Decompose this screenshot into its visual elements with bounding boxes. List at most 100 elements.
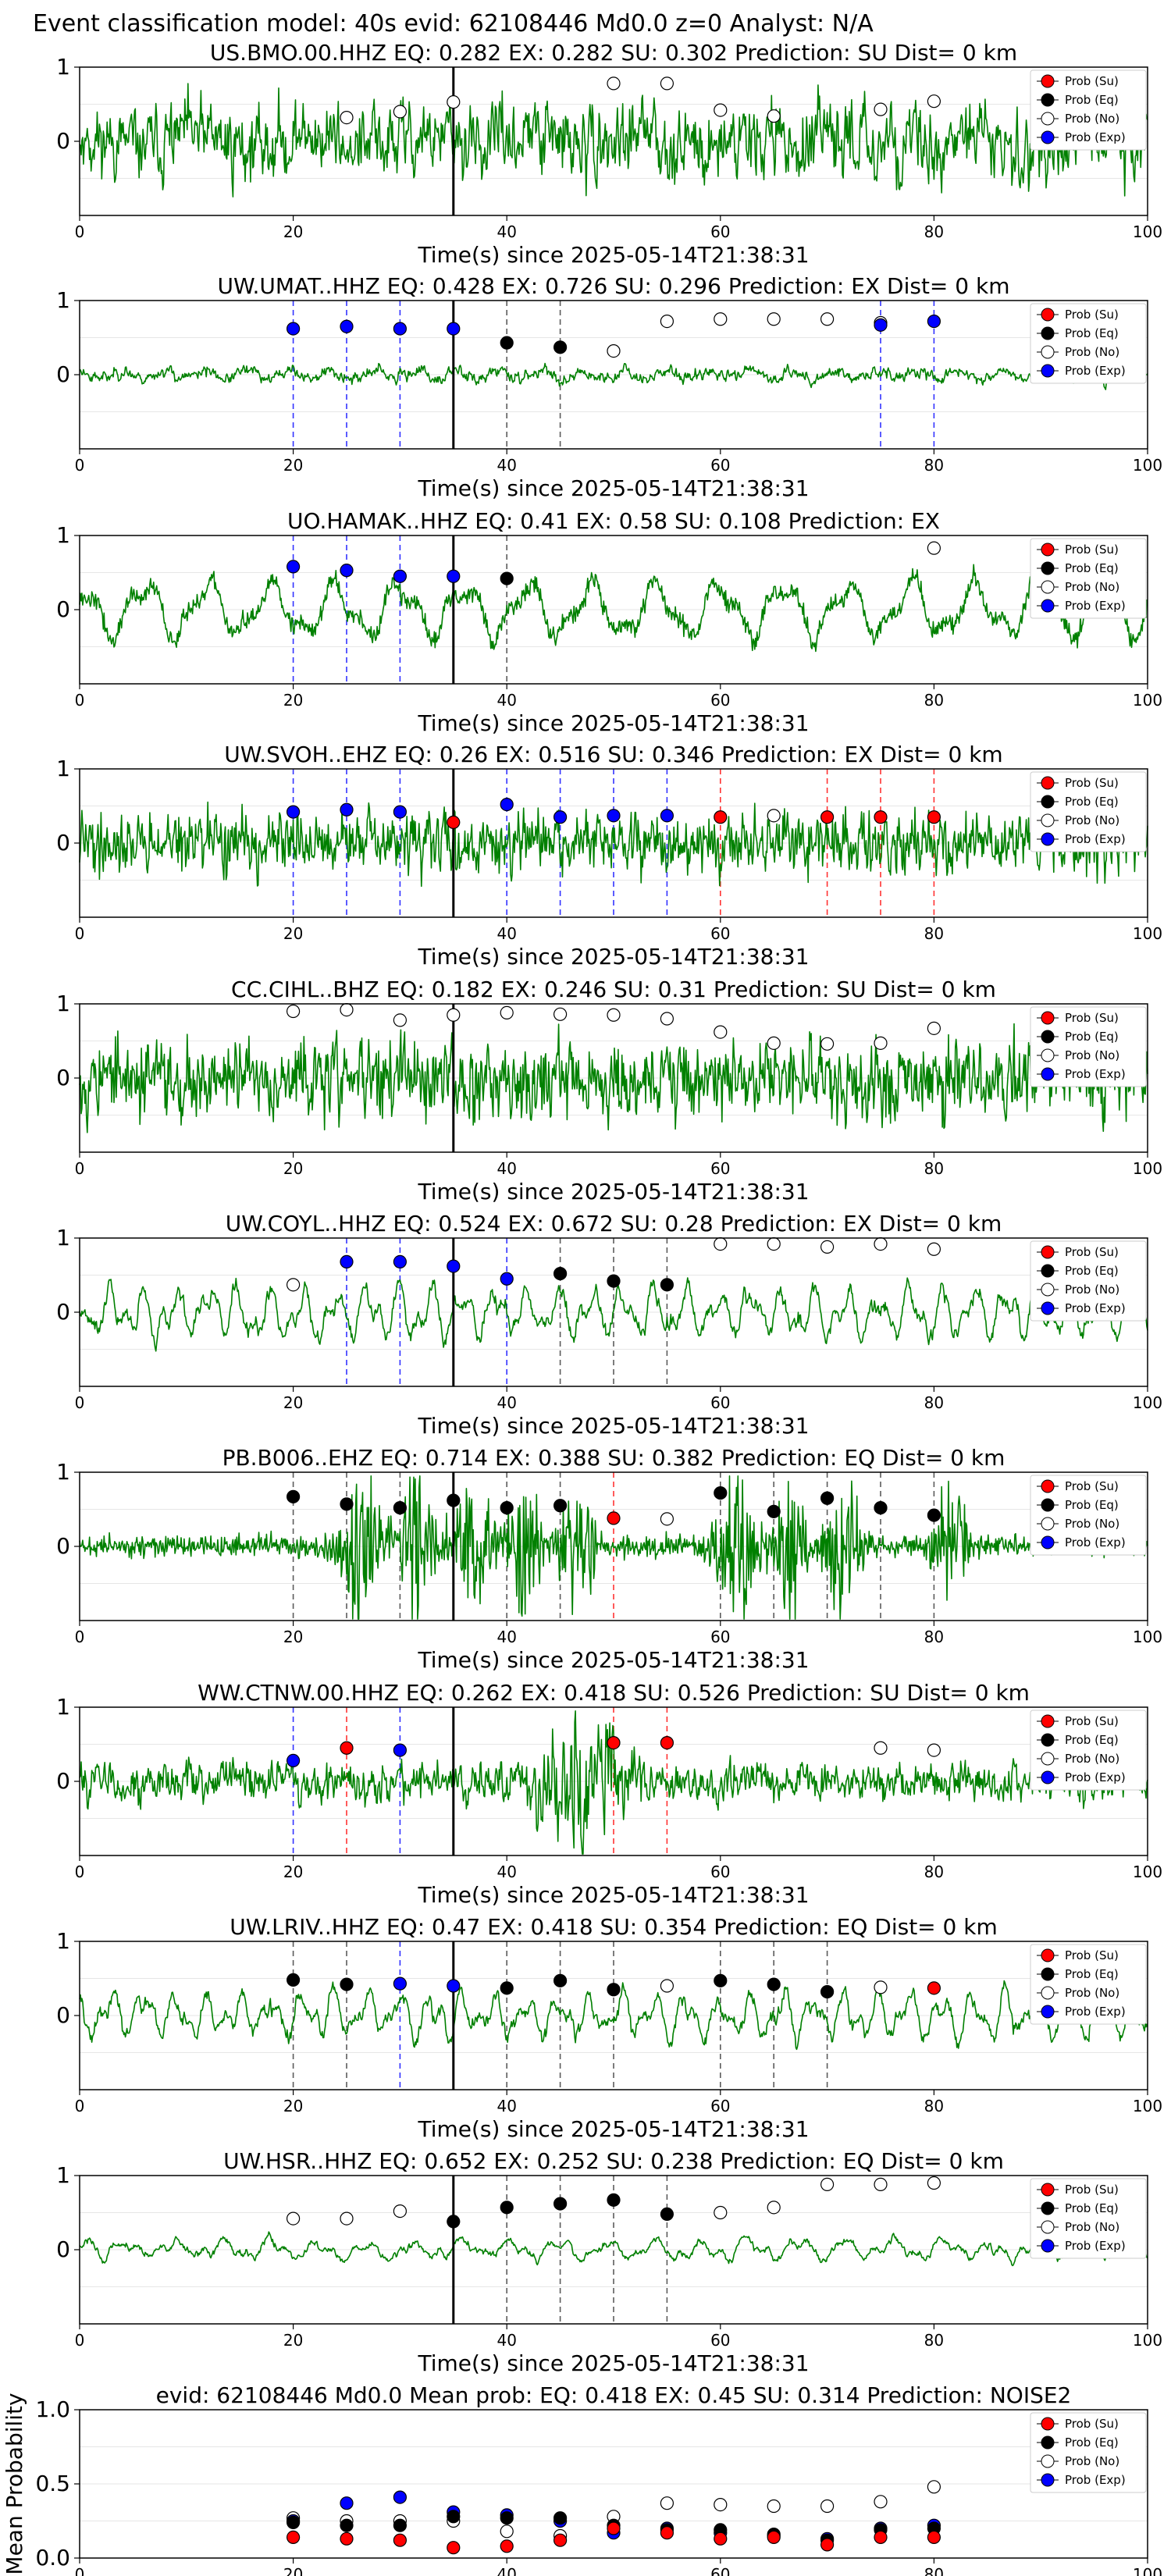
panel-title: UO.HAMAK..HHZ EQ: 0.41 EX: 0.58 SU: 0.10… [287,508,940,534]
x-axis-label: Time(s) since 2025-05-14T21:38:31 [417,2350,809,2376]
prob-marker-no [393,1013,408,1027]
station-panel-1: US.BMO.00.HHZ EQ: 0.282 EX: 0.282 SU: 0.… [56,40,1162,268]
x-tick-label: 40 [497,2565,516,2576]
x-tick-label: 60 [710,456,730,475]
y-tick-label: 0.5 [35,2471,70,2496]
legend-marker-eq [1041,795,1055,809]
y-tick-label: 1 [56,1694,70,1720]
x-tick-label: 20 [283,2565,303,2576]
prob-marker-su [340,1741,354,1755]
station-panel-6: UW.COYL..HHZ EQ: 0.524 EX: 0.672 SU: 0.2… [56,1211,1162,1439]
x-tick-label: 100 [1133,1159,1162,1178]
legend-label-su: Prob (Su) [1065,1714,1119,1728]
prob-marker-eq [340,2518,354,2532]
prob-marker-su [660,1736,674,1750]
legend-label-su: Prob (Su) [1065,1011,1119,1025]
prob-marker-eq [553,2197,568,2211]
x-tick-label: 0 [75,924,85,943]
legend-marker-no [1041,580,1055,594]
prob-marker-no [820,1037,835,1051]
y-tick-label: 1 [56,54,70,80]
x-tick-label: 40 [497,1393,516,1412]
prob-marker-eq [607,1274,621,1288]
waveform-trace [79,801,1148,888]
prob-marker-exp [287,560,301,574]
x-tick-label: 60 [710,924,730,943]
prob-marker-no [767,2201,781,2215]
prob-marker-exp [287,805,301,819]
legend-marker-su [1041,1948,1055,1962]
legend-label-eq: Prob (Eq) [1065,1264,1119,1278]
legend-label-su: Prob (Su) [1065,543,1119,557]
prob-marker-exp [874,318,888,332]
x-tick-label: 100 [1133,924,1162,943]
prob-marker-no [927,1242,941,1256]
y-tick-label: 0 [56,2236,70,2262]
y-tick-label: 1 [56,2162,70,2188]
panel-title: UW.COYL..HHZ EQ: 0.524 EX: 0.672 SU: 0.2… [226,1211,1002,1236]
prob-marker-no [660,315,674,329]
x-tick-label: 80 [924,1628,944,1646]
prob-marker-no [767,809,781,823]
legend-label-exp: Prob (Exp) [1065,599,1126,613]
legend-label-eq: Prob (Eq) [1065,1498,1119,1512]
x-tick-label: 60 [710,1159,730,1178]
y-tick-label: 0.0 [35,2545,70,2571]
prob-marker-no [447,1008,461,1022]
legend-marker-eq [1041,1030,1055,1044]
x-tick-label: 20 [283,924,303,943]
prob-marker-no [447,95,461,109]
prob-marker-no [874,2177,888,2191]
prob-marker-eq [820,1985,835,1999]
legend-label-eq: Prob (Eq) [1065,326,1119,340]
prob-marker-su [553,2533,568,2547]
legend-marker-eq [1041,1264,1055,1278]
prob-marker-eq [500,571,514,585]
prob-marker-no [660,1012,674,1026]
legend-label-no: Prob (No) [1065,580,1119,594]
legend: Prob (Su) Prob (Eq) Prob (No) Prob (Exp) [1030,2412,1147,2493]
panel-title: evid: 62108446 Md0.0 Mean prob: EQ: 0.41… [156,2382,1072,2408]
x-tick-label: 80 [924,2565,944,2576]
legend-marker-exp [1041,599,1055,613]
prob-marker-su [767,2530,781,2544]
prob-marker-exp [660,809,674,823]
x-tick-label: 100 [1133,2565,1162,2576]
legend-label-exp: Prob (Exp) [1065,832,1126,846]
prob-marker-no [607,76,621,91]
legend-label-su: Prob (Su) [1065,1245,1119,1259]
x-tick-label: 100 [1133,691,1162,710]
x-axis-label: Time(s) since 2025-05-14T21:38:31 [417,1413,809,1439]
x-tick-label: 40 [497,1628,516,1646]
waveform-trace [79,564,1148,653]
prob-marker-eq [660,1278,674,1292]
prob-marker-no [927,541,941,555]
legend-marker-exp [1041,2239,1055,2253]
prob-marker-no [874,1236,888,1251]
legend-label-su: Prob (Su) [1065,2417,1119,2431]
x-tick-label: 80 [924,1863,944,1881]
station-panel-10: UW.HSR..HHZ EQ: 0.652 EX: 0.252 SU: 0.23… [56,2148,1162,2376]
prob-marker-no [767,2499,781,2514]
y-tick-label: 1 [56,1459,70,1485]
legend-label-eq: Prob (Eq) [1065,2201,1119,2215]
prob-marker-no [340,1002,354,1017]
legend-label-exp: Prob (Exp) [1065,1770,1126,1784]
prob-marker-eq [660,2207,674,2221]
prob-marker-no [714,2205,728,2220]
legend-label-exp: Prob (Exp) [1065,130,1126,144]
prob-marker-eq [500,2201,514,2215]
legend-label-eq: Prob (Eq) [1065,2435,1119,2450]
legend-label-eq: Prob (Eq) [1065,795,1119,809]
legend-label-no: Prob (No) [1065,2454,1119,2468]
x-tick-label: 60 [710,1863,730,1881]
legend-marker-eq [1041,326,1055,340]
legend-marker-exp [1041,2005,1055,2019]
figure-title: Event classification model: 40s evid: 62… [33,10,874,37]
prob-marker-eq [393,1500,408,1515]
prob-marker-eq [500,1500,514,1515]
prob-marker-eq [714,1485,728,1500]
station-panel-2: UW.UMAT..HHZ EQ: 0.428 EX: 0.726 SU: 0.2… [56,273,1162,501]
legend-marker-eq [1041,93,1055,107]
legend-label-no: Prob (No) [1065,1048,1119,1062]
